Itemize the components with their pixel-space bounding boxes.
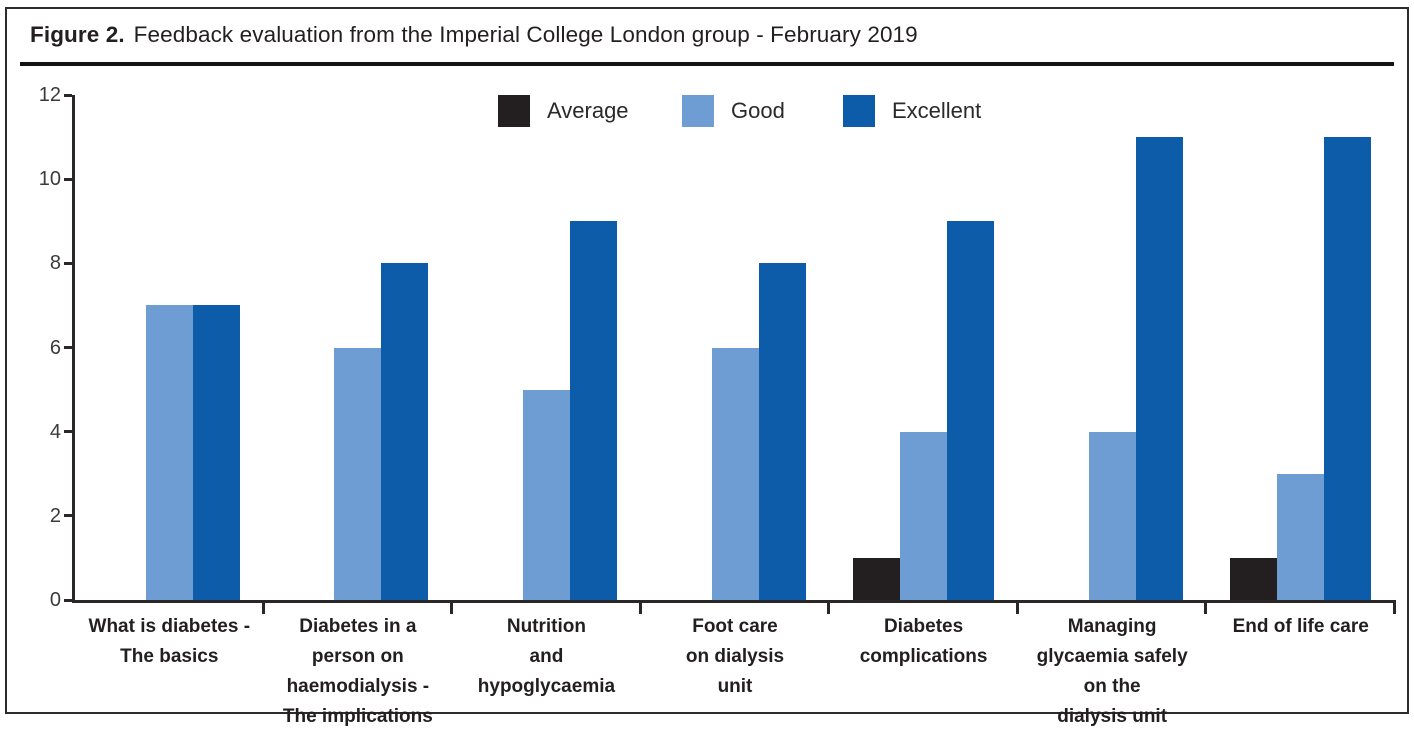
bar-good-7: [1277, 473, 1325, 600]
y-axis-label-0: 0: [49, 589, 61, 611]
y-axis-tick-2: [64, 514, 72, 518]
y-axis-label-4: 4: [49, 420, 61, 443]
y-axis-label-2: 2: [49, 504, 61, 527]
bar-good-4: [711, 347, 759, 600]
x-axis-tick-1: [261, 600, 265, 614]
y-axis-tick-4: [64, 430, 72, 434]
y-axis-tick-10: [64, 177, 72, 181]
x-axis-tick-7: [1393, 600, 1396, 614]
x-axis-tick-6: [1204, 600, 1208, 614]
bar-excellent-6: [1135, 137, 1183, 600]
legend-swatch-good: [682, 95, 714, 127]
y-axis-tick-6: [64, 346, 72, 349]
x-axis-tick-4: [827, 600, 831, 614]
title-divider-rule: [20, 62, 1394, 66]
category-label-4: Foot care on dialysis unit: [685, 616, 785, 697]
legend-label-good: Good: [731, 98, 785, 123]
bar-excellent-1: [192, 305, 240, 600]
bar-excellent-5: [947, 221, 995, 600]
bar-average-5: [853, 557, 901, 600]
bar-good-3: [522, 389, 570, 600]
bar-good-2: [334, 347, 382, 600]
legend-label-excellent: Excellent: [892, 98, 982, 123]
y-axis-label-12: 12: [38, 84, 61, 106]
legend-swatch-excellent: [843, 95, 875, 127]
y-axis-tick-8: [64, 261, 72, 265]
y-axis-label-8: 8: [49, 252, 61, 275]
plot-area: 0 2 4 6 8 10 12 What is diabetes - The basics Di…: [39, 85, 1396, 727]
bar-excellent-2: [381, 263, 429, 600]
bar-good-1: [145, 305, 193, 600]
bar-excellent-3: [569, 221, 617, 600]
bar-good-5: [900, 431, 948, 600]
legend-item-excellent: Excellent: [843, 95, 981, 127]
bar-excellent-7: [1324, 137, 1372, 600]
y-axis-label-6: 6: [49, 336, 61, 359]
category-label-5: Diabetes complications: [859, 616, 988, 667]
y-axis-label-10: 10: [38, 168, 61, 191]
figure-title-text: Feedback evaluation from the Imperial Co…: [133, 22, 918, 47]
figure-title: Figure 2. Feedback evaluation from the Im…: [30, 22, 918, 48]
category-label-6: Managing glycaemia safely on the dialysi…: [1036, 616, 1188, 727]
category-label-2: Diabetes in a person on haemodialysis - …: [282, 616, 433, 727]
y-axis-tick-12: [64, 93, 72, 97]
bar-excellent-4: [758, 263, 806, 600]
category-label-1: What is diabetes - The basics: [88, 616, 251, 667]
category-label-3: Nutrition and hypoglycaemia: [477, 616, 616, 697]
y-axis-tick-0: [64, 598, 72, 602]
legend-item-average: Average: [498, 95, 629, 127]
x-axis-tick-2: [450, 600, 454, 614]
category-label-7: End of life care: [1232, 616, 1369, 637]
legend-swatch-average: [498, 95, 530, 127]
figure-number-label: Figure 2.: [30, 22, 125, 47]
bar-average-7: [1230, 557, 1278, 600]
x-axis-tick-5: [1015, 600, 1019, 614]
x-axis-tick-3: [638, 600, 642, 614]
bar-good-6: [1088, 431, 1136, 600]
legend-item-good: Good: [682, 95, 785, 127]
legend-label-average: Average: [547, 98, 629, 123]
